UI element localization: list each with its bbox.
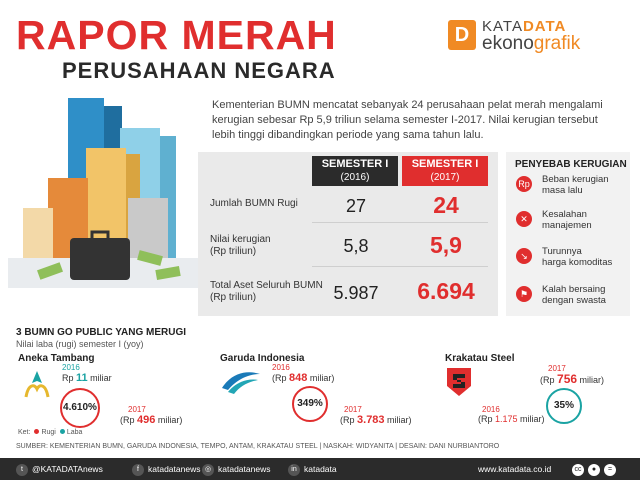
year-label: 2016 (482, 405, 500, 414)
logo-wordmark-bottom: ekonografik (482, 33, 581, 54)
facebook-link[interactable]: f katadatanews (132, 463, 200, 476)
twitter-link[interactable]: t @KATADATAnews (16, 463, 103, 476)
antam-logo-icon (24, 371, 50, 398)
mistake-icon: ✕ (516, 211, 532, 227)
instagram-link[interactable]: ◎ katadatanews (202, 463, 270, 476)
logo-wordmark-top: KATADATA (482, 18, 567, 35)
garuda-logo-icon (222, 372, 260, 394)
cc-license-icon: cc ● = (572, 463, 620, 476)
loss-value: (Rp 756 miliar) (540, 372, 605, 386)
row-divider (312, 222, 488, 223)
year-label: 2017 (128, 405, 146, 414)
change-percent: 4.610% (60, 388, 100, 428)
intro-paragraph: Kementerian BUMN mencatat sebanyak 24 pe… (212, 99, 603, 141)
chart-down-icon: ↘ (516, 248, 532, 264)
competition-icon: ⚑ (516, 286, 532, 302)
year-label: 2017 (548, 364, 566, 373)
causes-title: PENYEBAB KERUGIAN (515, 159, 627, 170)
value-2017-nilai: 5,9 (430, 232, 462, 258)
linkedin-icon: in (288, 463, 300, 476)
section-title: 3 BUMN GO PUBLIC YANG MERUGI (16, 327, 187, 338)
row-label-jumlah: Jumlah BUMN Rugi (210, 198, 298, 209)
cause-item: Beban kerugian masa lalu (542, 174, 609, 196)
col-header-2017: SEMESTER I (2017) (402, 156, 488, 186)
loss-value: (Rp 1.175 miliar) (478, 414, 545, 424)
section-subtitle: Nilai laba (rugi) semester I (yoy) (16, 339, 144, 349)
page-subtitle: PERUSAHAAN NEGARA (62, 58, 336, 83)
legend: Ket: Rugi Laba (18, 429, 83, 436)
row-divider (312, 266, 488, 267)
value-2017-jumlah: 24 (433, 192, 459, 218)
krakatau-logo-icon (447, 368, 471, 396)
twitter-icon: t (16, 463, 28, 476)
row-label-aset: Total Aset Seluruh BUMN (210, 280, 323, 291)
footer-bar: t @KATADATAnews f katadatanews ◎ katadatane… (0, 458, 640, 480)
loss-value: (Rp 848 miliar) (272, 372, 335, 384)
row-label-nilai: Nilai kerugian (210, 234, 271, 245)
linkedin-link[interactable]: in katadata (288, 463, 337, 476)
loss-value: (Rp 3.783 miliar) (340, 414, 412, 426)
value-2017-aset: 6.694 (417, 278, 475, 304)
value-2016-jumlah: 27 (345, 196, 367, 216)
instagram-icon: ◎ (202, 463, 214, 476)
money-bag-icon: Rp (516, 176, 532, 192)
col-header-2016: SEMESTER I (2016) (312, 156, 398, 186)
cause-item: Kalah bersaing dengan swasta (542, 284, 606, 306)
buildings-illustration (8, 98, 208, 288)
company-name: Krakatau Steel (445, 353, 515, 364)
profit-value: Rp 11 miliar (62, 372, 112, 384)
row-sub-nilai: (Rp triliun) (210, 246, 257, 257)
year-label: 2016 (272, 363, 290, 372)
website-link[interactable]: www.katadata.co.id (478, 464, 552, 474)
source-credits: SUMBER: KEMENTERIAN BUMN, GARUDA INDONES… (16, 443, 500, 450)
value-2016-aset: 5.987 (333, 283, 379, 303)
legend-rugi-dot (34, 429, 40, 434)
legend-laba-dot (59, 429, 65, 434)
value-2016-nilai: 5,8 (343, 236, 369, 256)
company-name: Aneka Tambang (18, 353, 95, 364)
loss-value: (Rp 496 miliar) (120, 414, 183, 426)
cause-item: Turunnya harga komoditas (542, 246, 613, 268)
year-label: 2016 (62, 363, 80, 372)
change-percent: 35% (546, 388, 582, 424)
change-percent: 349% (292, 386, 328, 422)
cause-item: Kesalahan manajemen (542, 209, 592, 231)
company-name: Garuda Indonesia (220, 353, 305, 364)
page-title: RAPOR MERAH (16, 12, 337, 58)
year-label: 2017 (344, 405, 362, 414)
row-sub-aset: (Rp triliun) (210, 292, 257, 303)
facebook-icon: f (132, 463, 144, 476)
katadata-logo-icon: D (448, 20, 476, 50)
